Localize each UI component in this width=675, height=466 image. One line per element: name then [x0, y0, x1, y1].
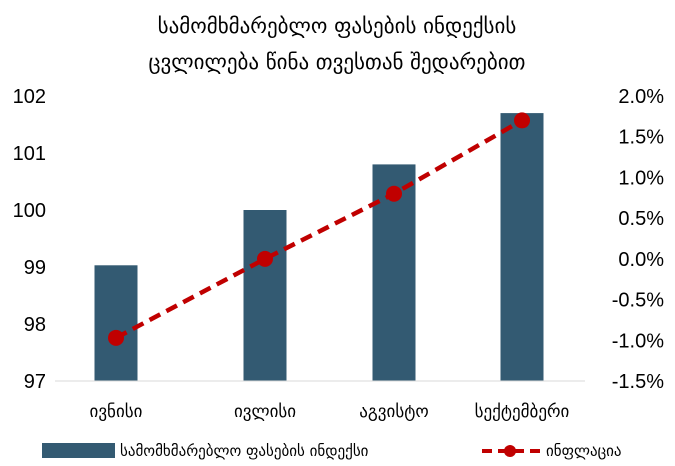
- legend-label-cpi: სამომხმარებლო ფასების ინდექსი: [120, 442, 369, 460]
- bar-1: [94, 265, 138, 381]
- chart-title-line-2: ცვლილება წინა თვესთან შედარებით: [149, 50, 526, 74]
- inflation-line: [114, 118, 524, 340]
- legend-label-inflation: ინფლაცია: [546, 442, 622, 460]
- left-axis-ticks: 97 98 99 100 101 102: [13, 86, 46, 393]
- legend-marker-inflation: [504, 445, 516, 457]
- bar-4: [500, 113, 544, 381]
- right-tick-label: 0.0%: [618, 249, 664, 271]
- category-label: სექტემბერი: [475, 402, 570, 422]
- category-label: აგვისტო: [359, 402, 428, 422]
- right-tick-label: 2.0%: [618, 86, 664, 108]
- right-tick-label: 1.5%: [618, 127, 664, 149]
- legend: სამომხმარებლო ფასების ინდექსი ინფლაცია: [42, 442, 622, 460]
- right-tick-label: 1.0%: [618, 167, 664, 189]
- right-tick-label: -1.5%: [612, 371, 664, 393]
- left-tick-label: 100: [13, 200, 46, 222]
- inflation-point-2: [257, 250, 273, 267]
- legend-swatch-cpi: [42, 443, 115, 458]
- right-tick-label: -0.5%: [612, 290, 664, 312]
- right-tick-label: 0.5%: [618, 208, 664, 230]
- left-tick-label: 99: [24, 257, 46, 279]
- left-tick-label: 101: [13, 143, 46, 165]
- inflation-point-3: [386, 185, 402, 202]
- right-tick-label: -1.0%: [612, 330, 664, 352]
- category-label: ივლისი: [234, 402, 296, 422]
- left-tick-label: 97: [24, 371, 46, 393]
- bars-layer: [94, 113, 544, 381]
- category-label: ივნისი: [90, 402, 143, 422]
- category-labels: ივნისი ივლისი აგვისტო სექტემბერი: [90, 402, 570, 422]
- line-layer: [108, 112, 530, 346]
- left-tick-label: 102: [13, 86, 46, 108]
- chart-title-line-1: სამომხმარებლო ფასების ინდექსის: [158, 14, 517, 38]
- bar-2: [243, 210, 287, 381]
- inflation-point-1: [108, 329, 124, 346]
- left-tick-label: 98: [24, 314, 46, 336]
- right-axis-ticks: -1.5% -1.0% -0.5% 0.0% 0.5% 1.0% 1.5% 2.0%: [612, 86, 664, 393]
- inflation-point-4: [514, 112, 530, 129]
